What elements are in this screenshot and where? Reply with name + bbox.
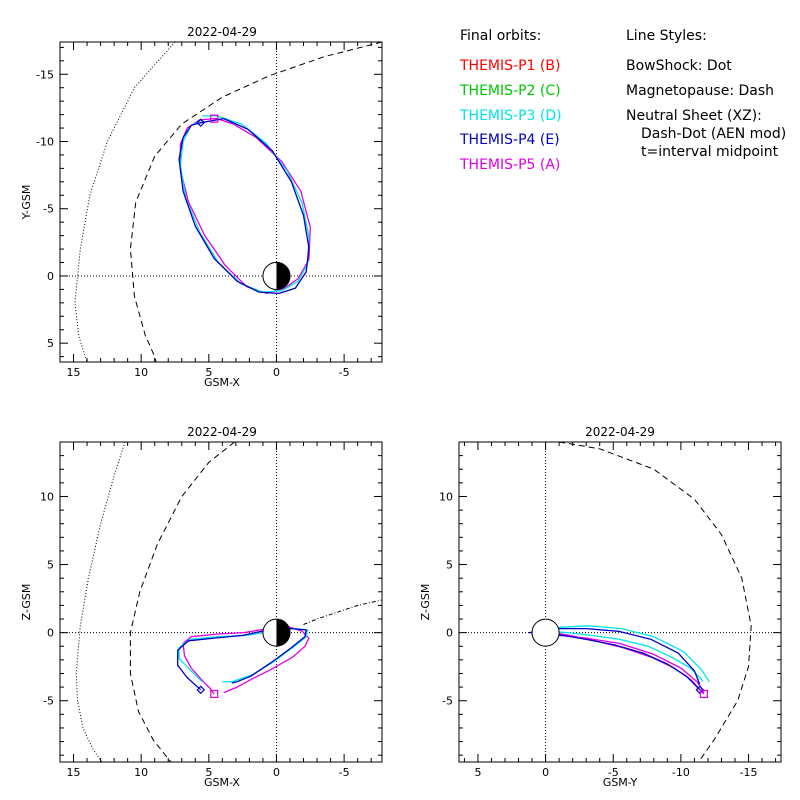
yz-y-axis-label: Z-GSM bbox=[419, 584, 432, 621]
yz-y-tick-label: 0 bbox=[446, 627, 453, 640]
legend-style-midpoint: t=interval midpoint bbox=[641, 144, 779, 160]
xz-orbit-themis-p5 bbox=[182, 626, 310, 695]
yz-plot-title: 2022-04-29 bbox=[585, 425, 655, 439]
legend-probe-p5: THEMIS-P5 (A) bbox=[459, 157, 560, 173]
xz-magnetopause bbox=[129, 442, 235, 762]
legend-probe-p1: THEMIS-P1 (B) bbox=[459, 58, 560, 74]
xy-y-axis-label: Y-GSM bbox=[20, 185, 33, 221]
xy-y-tick-label: -15 bbox=[36, 68, 54, 81]
xz-x-tick-label: 15 bbox=[67, 766, 81, 779]
xz-plot-frame bbox=[59, 441, 383, 763]
xy-ticks: 15 10 5 0 -5 -15 -10 -5 0 5 bbox=[36, 42, 382, 379]
yz-magnetopause bbox=[559, 442, 752, 762]
xz-start-marker-p5 bbox=[210, 689, 219, 699]
xz-neutral-sheet bbox=[303, 599, 382, 625]
xy-orbit-themis-p4 bbox=[178, 117, 310, 295]
xy-plot-frame bbox=[59, 41, 383, 363]
xy-x-tick-label: 0 bbox=[273, 366, 280, 379]
xy-y-tick-label: -5 bbox=[43, 203, 54, 216]
legend-styles-title: Line Styles: bbox=[626, 28, 707, 44]
xy-x-tick-label: 5 bbox=[205, 366, 212, 379]
yz-panel: 2022-04-29 GSM-Y Z-GSM 5 0 -5 -10 -15 -5 0 5 10 bbox=[419, 425, 782, 789]
xy-y-tick-label: -10 bbox=[36, 135, 54, 148]
yz-y-tick-label: -5 bbox=[442, 695, 453, 708]
legend-probe-p3: THEMIS-P3 (D) bbox=[459, 108, 562, 124]
xy-start-marker-p5 bbox=[210, 114, 219, 123]
xz-x-tick-label: 5 bbox=[205, 766, 212, 779]
xy-magnetopause bbox=[129, 42, 382, 362]
xz-y-tick-label: 10 bbox=[40, 490, 54, 503]
xy-y-tick-label: 5 bbox=[47, 337, 54, 350]
legend-style-bowshock: BowShock: Dot bbox=[626, 58, 732, 74]
xz-x-tick-label: 0 bbox=[273, 766, 280, 779]
xy-orbit-themis-p5 bbox=[179, 117, 311, 295]
yz-start-marker-p5 bbox=[699, 689, 708, 699]
yz-ticks: 5 0 -5 -10 -15 -5 0 5 10 bbox=[439, 441, 781, 779]
legend-style-neutral-sheet: Neutral Sheet (XZ): bbox=[626, 108, 762, 124]
legend-probe-p4: THEMIS-P4 (E) bbox=[459, 132, 560, 148]
legend-style-magnetopause: Magnetopause: Dash bbox=[626, 83, 774, 99]
xy-earth-night-side bbox=[276, 262, 291, 290]
yz-x-tick-label: -15 bbox=[740, 766, 758, 779]
yz-x-axis-label: GSM-Y bbox=[603, 776, 638, 789]
yz-curves bbox=[459, 442, 781, 762]
xz-ticks: 15 10 5 0 -5 -5 0 5 10 bbox=[40, 441, 382, 779]
xy-curves bbox=[60, 42, 382, 362]
xz-y-tick-label: 5 bbox=[47, 559, 54, 572]
xz-y-axis-label: Z-GSM bbox=[20, 584, 33, 621]
xz-x-tick-label: -5 bbox=[339, 766, 350, 779]
yz-y-tick-label: 10 bbox=[439, 490, 453, 503]
xz-bow-shock bbox=[75, 442, 126, 762]
yz-x-tick-label: 0 bbox=[542, 766, 549, 779]
xy-x-tick-label: 10 bbox=[134, 366, 148, 379]
yz-orbit-themis-p5 bbox=[534, 630, 705, 695]
legend-orbits-title: Final orbits: bbox=[460, 28, 541, 44]
xz-start-marker-p4 bbox=[196, 685, 206, 695]
xy-start-marker-p4 bbox=[196, 118, 206, 128]
legend-style-dashdot: Dash-Dot (AEN mod) bbox=[641, 126, 786, 142]
xy-x-tick-label: -5 bbox=[339, 366, 350, 379]
yz-x-tick-label: -10 bbox=[672, 766, 690, 779]
xz-x-tick-label: 10 bbox=[134, 766, 148, 779]
xy-x-axis-label: GSM-X bbox=[204, 376, 240, 389]
xy-x-tick-label: 15 bbox=[67, 366, 81, 379]
xy-plot-title: 2022-04-29 bbox=[187, 25, 257, 39]
xy-bow-shock bbox=[74, 42, 176, 362]
xz-earth-night-side bbox=[276, 619, 291, 647]
xz-y-tick-label: 0 bbox=[47, 627, 54, 640]
legend-probe-p2: THEMIS-P2 (C) bbox=[459, 83, 561, 99]
xz-curves bbox=[60, 442, 382, 762]
xz-y-tick-label: -5 bbox=[43, 695, 54, 708]
xz-plot-title: 2022-04-29 bbox=[187, 425, 257, 439]
yz-y-tick-label: 5 bbox=[446, 559, 453, 572]
legend: Final orbits: THEMIS-P1 (B) THEMIS-P2 (C… bbox=[459, 28, 786, 173]
xy-orbit-themis-p3 bbox=[179, 115, 310, 293]
yz-earth bbox=[531, 618, 560, 647]
yz-x-tick-label: 5 bbox=[474, 766, 481, 779]
yz-x-tick-label: -5 bbox=[608, 766, 619, 779]
yz-plot-frame bbox=[458, 441, 782, 763]
xy-y-tick-label: 0 bbox=[47, 270, 54, 283]
xy-panel: 2022-04-29 GSM-X Y-GSM 15 10 5 0 -5 -15 -10 -5 0… bbox=[20, 25, 383, 389]
xz-x-axis-label: GSM-X bbox=[204, 776, 240, 789]
xz-panel: 2022-04-29 GSM-X Z-GSM 15 10 5 0 -5 -5 0 5 10 bbox=[20, 425, 383, 789]
